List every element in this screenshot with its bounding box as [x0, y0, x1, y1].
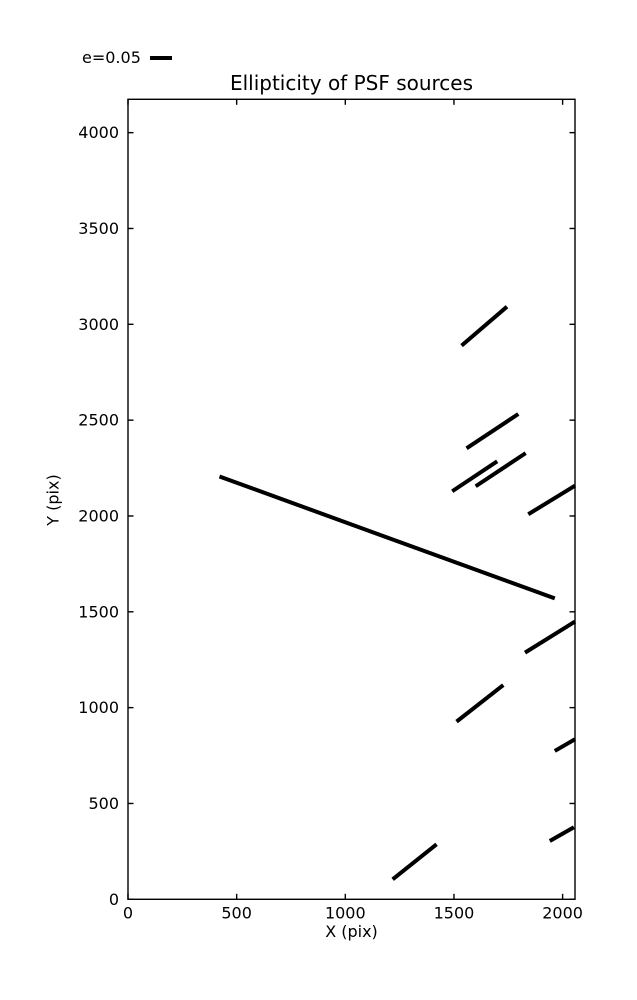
y-tick-label: 4000	[78, 123, 119, 142]
chart-title: Ellipticity of PSF sources	[229, 71, 474, 95]
ellipticity-segment	[455, 683, 505, 724]
x-tick-label: 0	[123, 903, 133, 922]
ellipticity-segment	[553, 737, 577, 753]
y-tick-label: 500	[88, 794, 119, 813]
ellipticity-segment	[527, 483, 577, 516]
y-tick-label: 3500	[78, 219, 119, 238]
y-tick-label: 1500	[78, 602, 119, 621]
y-tick-label: 2500	[78, 411, 119, 430]
legend-line-sample	[149, 56, 172, 60]
ellipticity-segment	[474, 451, 527, 488]
y-tick-label: 2000	[78, 506, 119, 525]
x-tick-label: 1500	[434, 903, 475, 922]
y-tick-label: 1000	[78, 698, 119, 717]
ellipticity-segment	[391, 842, 438, 881]
ellipticity-segment	[460, 305, 509, 348]
ellipticity-segment	[548, 825, 575, 843]
ellipticity-segment	[218, 474, 556, 601]
y-tick-label: 0	[109, 890, 119, 909]
axes-frame	[127, 98, 576, 901]
x-tick-label: 500	[221, 903, 252, 922]
legend-label: e=0.05	[82, 48, 141, 67]
y-tick-label: 3000	[78, 315, 119, 334]
x-tick-label: 2000	[542, 903, 583, 922]
x-axis-label: X (pix)	[325, 922, 378, 941]
x-tick-label: 1000	[325, 903, 366, 922]
ellipticity-segment	[451, 459, 499, 493]
ellipticity-segment	[465, 412, 520, 450]
legend: e=0.05	[82, 48, 172, 68]
y-axis-label: Y (pix)	[43, 474, 63, 526]
ellipticity-segment	[523, 619, 577, 655]
